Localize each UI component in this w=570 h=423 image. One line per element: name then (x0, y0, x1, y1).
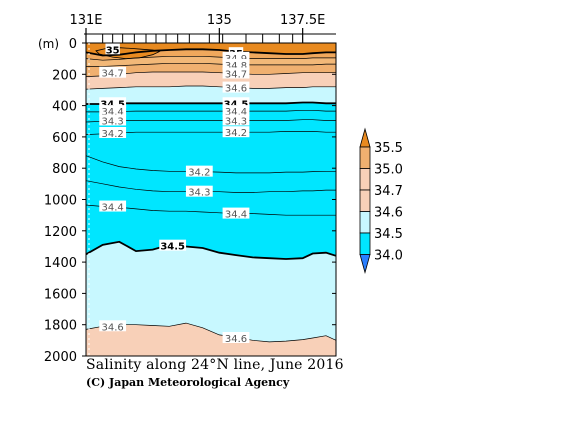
y-tick-label: 1000 (44, 194, 77, 209)
colorbar-swatch (359, 232, 371, 255)
colorbar: 35.5 35.0 34.7 34.6 34.5 34.0 (359, 127, 403, 274)
y-tick-label: 600 (52, 131, 77, 146)
contour-label: 34.3 (225, 116, 247, 127)
contour-label-bg (222, 81, 250, 93)
contour-label-bg (99, 114, 127, 126)
contour-label-bg (99, 320, 127, 332)
colorbar-swatch (359, 146, 371, 169)
colorbar-swatch (359, 189, 371, 212)
contour-label-bg (222, 332, 250, 344)
y-tick-label: 1200 (44, 225, 77, 240)
contour-label-bg (222, 97, 250, 109)
contour-label-bg (222, 114, 250, 126)
contour-label: 34.5 (100, 99, 125, 110)
contour-label-bg (222, 67, 250, 79)
contour-label-bg (222, 126, 250, 138)
contour-label-bg (185, 185, 213, 197)
band-fill (86, 323, 336, 356)
contour-line (86, 101, 336, 105)
contour-line (85, 131, 336, 135)
y-tick-label: 800 (52, 162, 77, 177)
contour-line (85, 119, 336, 123)
plot-labels: 353534.934.834.734.734.634.534.534.434.4… (99, 43, 250, 345)
contour-label: 34.6 (102, 322, 124, 333)
contour-label-bg (99, 200, 127, 212)
contour-line (85, 204, 336, 216)
colorbar-arrow-bottom (359, 254, 371, 274)
contour-line (85, 85, 336, 90)
colorbar-swatch (359, 211, 371, 234)
contour-line (85, 48, 336, 57)
contour-label-bg (222, 105, 250, 117)
contour-line (86, 109, 336, 113)
contour-label-bg (222, 51, 250, 63)
contour-line (85, 322, 337, 343)
plot-fills (86, 43, 336, 356)
y-tick-label: 2000 (44, 350, 77, 365)
contour-label-bg (159, 239, 187, 251)
x-tick-label: 135 (207, 13, 232, 28)
contour-label-bg (222, 207, 250, 219)
chart-title: Salinity along 24°N line, June 2016 (86, 357, 344, 373)
contour-label: 34.4 (225, 107, 247, 118)
contour-line (85, 55, 336, 61)
contour-line (85, 240, 337, 260)
contour-label: 34.5 (160, 242, 185, 253)
contour-line (86, 62, 336, 67)
contour-label: 35 (106, 45, 120, 56)
band-fill (86, 102, 336, 259)
contour-label: 34.6 (225, 84, 247, 95)
contour-line (85, 155, 336, 174)
plot-axes: 131E 135 137.5E 0 200 400 600 800 1000 1200 1400 16… (38, 13, 336, 365)
contour-label: 34.3 (102, 116, 124, 127)
contour-line (85, 71, 336, 77)
colorbar-level-label: 34.7 (374, 184, 403, 199)
colorbar-level-label: 34.5 (374, 227, 403, 242)
contour-label: 34.6 (225, 334, 247, 345)
contour-label: 34.3 (188, 188, 210, 199)
contour-label: 34.7 (102, 69, 124, 80)
y-tick-label: 0 (69, 37, 77, 52)
y-tick-label: 200 (52, 68, 77, 83)
contour-label: 34.8 (225, 61, 247, 72)
colorbar-level-label: 35.5 (374, 141, 403, 156)
band-fill (86, 86, 336, 104)
contour-label-bg (185, 165, 213, 177)
contour-label-bg (105, 43, 120, 55)
contour-line (85, 180, 336, 193)
y-axis-label: (m) (38, 37, 59, 51)
plot-contours (85, 48, 337, 343)
colorbar-level-label: 35.0 (374, 163, 403, 178)
colorbar-level-label: 34.0 (374, 249, 403, 264)
contour-label: 34.5 (224, 99, 249, 110)
contour-label: 34.4 (102, 203, 124, 214)
contour-label-bg (99, 66, 127, 78)
y-tick-label: 1800 (44, 319, 77, 334)
y-tick-label: 400 (52, 100, 77, 115)
colorbar-swatch (359, 168, 371, 191)
colorbar-level-label: 34.6 (374, 206, 403, 221)
contour-label-bg (99, 97, 127, 109)
contour-label: 34.2 (102, 129, 124, 140)
y-tick-label: 1400 (44, 256, 77, 271)
contour-label: 34.4 (225, 210, 247, 221)
x-tick-label: 131E (69, 13, 102, 28)
contour-label-bg (99, 105, 127, 117)
contour-label: 34.7 (225, 70, 247, 81)
contour-label: 34.2 (225, 128, 247, 139)
contour-label: 34.2 (188, 168, 210, 179)
contour-label-bg (222, 58, 250, 70)
colorbar-arrow-top (359, 127, 371, 148)
y-tick-label: 1600 (44, 287, 77, 302)
contour-label-bg (99, 126, 127, 138)
contour-label: 34.4 (102, 107, 124, 118)
x-tick-label: 137.5E (280, 13, 325, 28)
chart-credit: (C) Japan Meteorological Agency (86, 376, 290, 389)
